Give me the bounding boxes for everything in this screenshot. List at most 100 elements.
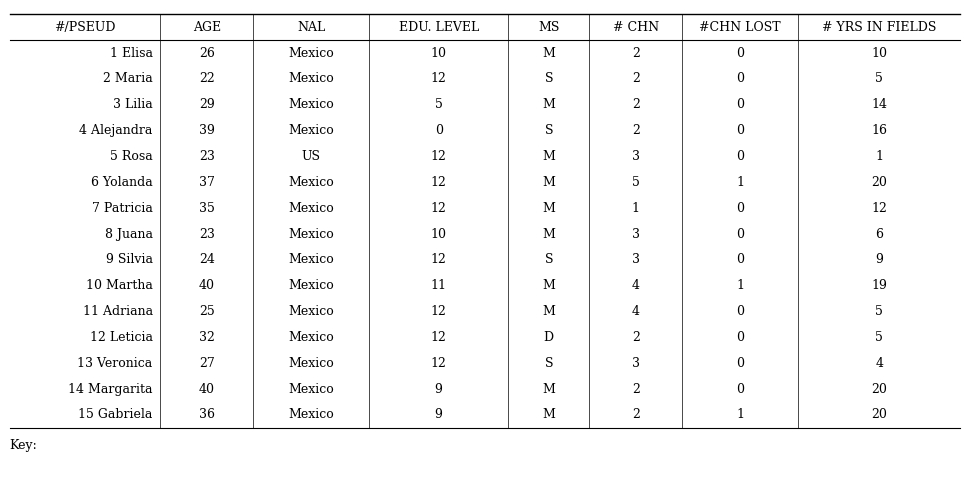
Text: M: M	[542, 47, 554, 60]
Text: Mexico: Mexico	[288, 253, 333, 266]
Text: M: M	[542, 408, 554, 422]
Text: M: M	[542, 176, 554, 189]
Text: S: S	[544, 253, 552, 266]
Text: 5: 5	[874, 73, 882, 86]
Text: Mexico: Mexico	[288, 98, 333, 111]
Text: 2: 2	[631, 98, 639, 111]
Text: M: M	[542, 279, 554, 292]
Text: 0: 0	[735, 47, 743, 60]
Text: 0: 0	[735, 124, 743, 137]
Text: NAL: NAL	[297, 21, 325, 34]
Text: 10: 10	[430, 228, 446, 240]
Text: MS: MS	[538, 21, 559, 34]
Text: 9: 9	[874, 253, 882, 266]
Text: 0: 0	[735, 150, 743, 163]
Text: Mexico: Mexico	[288, 279, 333, 292]
Text: 14: 14	[870, 98, 887, 111]
Text: M: M	[542, 98, 554, 111]
Text: #/PSEUD: #/PSEUD	[54, 21, 115, 34]
Text: 10 Martha: 10 Martha	[85, 279, 152, 292]
Text: 6 Yolanda: 6 Yolanda	[91, 176, 152, 189]
Text: 0: 0	[735, 253, 743, 266]
Text: 40: 40	[199, 279, 214, 292]
Text: US: US	[301, 150, 321, 163]
Text: 16: 16	[870, 124, 887, 137]
Text: 6: 6	[874, 228, 882, 240]
Text: 4: 4	[874, 357, 882, 370]
Text: 5: 5	[434, 98, 442, 111]
Text: 12: 12	[430, 305, 446, 318]
Text: 37: 37	[199, 176, 214, 189]
Text: S: S	[544, 357, 552, 370]
Text: 12 Leticia: 12 Leticia	[89, 331, 152, 344]
Text: 0: 0	[735, 228, 743, 240]
Text: 39: 39	[199, 124, 214, 137]
Text: 0: 0	[735, 382, 743, 396]
Text: 35: 35	[199, 202, 214, 215]
Text: 0: 0	[735, 357, 743, 370]
Text: 22: 22	[199, 73, 214, 86]
Text: 1: 1	[735, 176, 743, 189]
Text: 1 Elisa: 1 Elisa	[109, 47, 152, 60]
Text: Mexico: Mexico	[288, 47, 333, 60]
Text: 0: 0	[735, 305, 743, 318]
Text: 8 Juana: 8 Juana	[105, 228, 152, 240]
Text: 9 Silvia: 9 Silvia	[106, 253, 152, 266]
Text: 12: 12	[430, 176, 446, 189]
Text: 5: 5	[631, 176, 639, 189]
Text: 0: 0	[735, 202, 743, 215]
Text: 3: 3	[631, 253, 639, 266]
Text: 0: 0	[735, 331, 743, 344]
Text: 12: 12	[430, 253, 446, 266]
Text: Mexico: Mexico	[288, 357, 333, 370]
Text: 0: 0	[735, 73, 743, 86]
Text: 3 Lilia: 3 Lilia	[112, 98, 152, 111]
Text: 10: 10	[430, 47, 446, 60]
Text: 29: 29	[199, 98, 214, 111]
Text: 23: 23	[199, 228, 214, 240]
Text: M: M	[542, 228, 554, 240]
Text: 11: 11	[430, 279, 446, 292]
Text: 12: 12	[430, 150, 446, 163]
Text: 27: 27	[199, 357, 214, 370]
Text: Key:: Key:	[10, 439, 38, 453]
Text: 20: 20	[870, 408, 887, 422]
Text: 12: 12	[430, 357, 446, 370]
Text: 26: 26	[199, 47, 214, 60]
Text: 5 Rosa: 5 Rosa	[109, 150, 152, 163]
Text: 20: 20	[870, 382, 887, 396]
Text: 12: 12	[430, 202, 446, 215]
Text: 2: 2	[631, 408, 639, 422]
Text: # YRS IN FIELDS: # YRS IN FIELDS	[821, 21, 935, 34]
Text: Mexico: Mexico	[288, 305, 333, 318]
Text: D: D	[544, 331, 553, 344]
Text: Mexico: Mexico	[288, 331, 333, 344]
Text: 4 Alejandra: 4 Alejandra	[79, 124, 152, 137]
Text: 11 Adriana: 11 Adriana	[82, 305, 152, 318]
Text: 9: 9	[434, 382, 442, 396]
Text: 23: 23	[199, 150, 214, 163]
Text: 7 Patricia: 7 Patricia	[92, 202, 152, 215]
Text: 2: 2	[631, 73, 639, 86]
Text: Mexico: Mexico	[288, 228, 333, 240]
Text: 24: 24	[199, 253, 214, 266]
Text: Mexico: Mexico	[288, 382, 333, 396]
Text: 12: 12	[870, 202, 887, 215]
Text: 1: 1	[631, 202, 639, 215]
Text: M: M	[542, 202, 554, 215]
Text: 5: 5	[874, 305, 882, 318]
Text: 0: 0	[434, 124, 442, 137]
Text: #CHN LOST: #CHN LOST	[699, 21, 780, 34]
Text: 12: 12	[430, 73, 446, 86]
Text: 4: 4	[631, 279, 639, 292]
Text: 14 Margarita: 14 Margarita	[68, 382, 152, 396]
Text: 2 Maria: 2 Maria	[103, 73, 152, 86]
Text: AGE: AGE	[193, 21, 221, 34]
Text: Mexico: Mexico	[288, 202, 333, 215]
Text: 2: 2	[631, 124, 639, 137]
Text: 19: 19	[870, 279, 887, 292]
Text: 4: 4	[631, 305, 639, 318]
Text: 0: 0	[735, 98, 743, 111]
Text: EDU. LEVEL: EDU. LEVEL	[398, 21, 479, 34]
Text: 13 Veronica: 13 Veronica	[78, 357, 152, 370]
